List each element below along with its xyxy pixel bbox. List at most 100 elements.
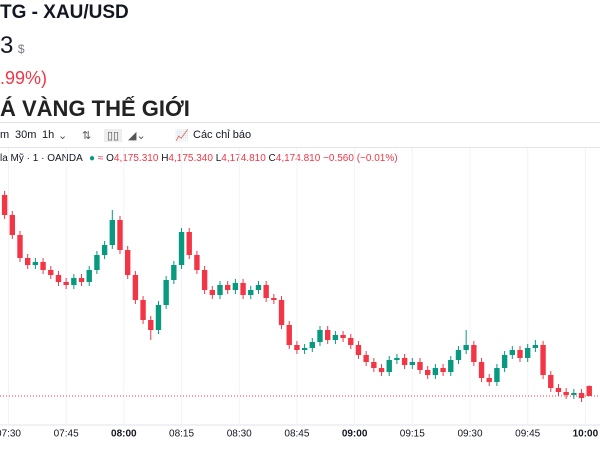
change: .99%)	[0, 68, 48, 88]
candle-body	[432, 368, 439, 375]
candle-body	[9, 215, 15, 235]
compare-icon[interactable]: ⇅	[82, 130, 92, 142]
o-label: O	[106, 153, 114, 164]
candle-body	[217, 285, 223, 295]
candle-body	[163, 280, 169, 305]
l-value: 4,174.810	[221, 153, 266, 164]
c-label: C	[268, 153, 276, 164]
l-label: L	[215, 153, 222, 164]
candle-body	[132, 275, 139, 300]
candle-body	[486, 378, 492, 382]
interval-button[interactable]: 30m	[15, 129, 37, 141]
symbol: TG - XAU/USD	[0, 2, 129, 23]
section-title: Á VÀNG THẾ GIỚI	[0, 96, 190, 121]
dropdown-icon[interactable]: ⌄	[58, 130, 68, 142]
candle-body	[101, 245, 108, 255]
candle-body	[355, 345, 362, 355]
h-label: H	[161, 153, 169, 164]
candle-body	[378, 368, 385, 372]
toolbar: m 30m 1h ⌄ ⇅ ▯▯ ◢⌄ 📈 Các chỉ báo	[0, 122, 600, 148]
candle-body	[348, 338, 354, 345]
x-tick-label: 09:30	[457, 429, 482, 440]
interval-button[interactable]: 1h	[42, 129, 55, 141]
candle-body	[278, 300, 285, 325]
area-icon[interactable]: ◢⌄	[128, 130, 146, 142]
x-tick-label: 08:30	[227, 429, 252, 440]
candle-body	[463, 345, 469, 350]
x-tick-label: 08:45	[284, 429, 309, 440]
candle-body	[448, 360, 454, 372]
candle-body	[209, 290, 215, 295]
x-tick-label: 10:00	[573, 429, 599, 440]
candle-body	[48, 270, 54, 275]
candle-body	[494, 368, 500, 382]
candle-body	[455, 350, 462, 360]
candle-body	[263, 285, 269, 298]
candle-body	[94, 255, 100, 270]
candle-body	[478, 362, 485, 378]
source: la Mỹ · 1 · OANDA	[0, 153, 83, 164]
candle-body	[232, 283, 239, 290]
candle-body	[178, 232, 185, 265]
candle-body	[371, 362, 377, 368]
x-tick-label: 09:00	[342, 429, 368, 440]
candle-body	[32, 262, 39, 265]
indicator-icon[interactable]: 📈	[175, 130, 189, 142]
candle-body	[117, 220, 123, 250]
currency: $	[17, 42, 25, 56]
x-tick-label: 09:15	[400, 429, 425, 440]
price: 3	[0, 32, 14, 59]
candle-body	[294, 345, 300, 350]
candle-body	[417, 362, 423, 370]
candle-body	[109, 220, 115, 245]
candle-body	[401, 358, 408, 365]
candle-body	[471, 345, 477, 362]
status-dot: ●	[89, 153, 96, 164]
candle-body	[201, 270, 208, 290]
candle-body	[140, 300, 146, 320]
candle-body	[548, 375, 554, 388]
legend-change: −0.560 (−0.01%)	[323, 153, 398, 164]
candle-body	[501, 355, 508, 368]
candle-body	[440, 368, 446, 372]
legend-row: la Mỹ · 1 · OANDA ● ≈ O4,175.310 H4,175.…	[0, 153, 398, 164]
h-value: 4,175.340	[168, 153, 213, 164]
candle-body	[425, 370, 431, 375]
candle-body	[240, 283, 246, 295]
candle-body	[286, 325, 292, 345]
candle-body	[525, 348, 531, 358]
candle-body	[340, 335, 346, 338]
candle-body	[248, 290, 254, 295]
candle-body	[563, 392, 569, 395]
o-value: 4,175.310	[113, 153, 159, 164]
candle-body	[86, 270, 92, 282]
interval-button[interactable]: m	[0, 129, 10, 141]
c-value: 4,174.810	[275, 153, 321, 164]
candle-body	[517, 350, 523, 358]
candle-body	[194, 255, 200, 270]
candle-icon[interactable]: ▯▯	[104, 129, 123, 142]
candle-body	[332, 335, 339, 340]
candle-body	[578, 393, 585, 398]
candle-body	[317, 330, 323, 342]
indicators-button[interactable]: Các chỉ báo	[193, 129, 252, 141]
candle-body	[25, 258, 31, 265]
x-tick-label: 07:45	[54, 429, 79, 440]
candle-body	[301, 348, 308, 350]
candle-body	[17, 235, 23, 258]
candle-body	[255, 285, 262, 290]
wave-icon: ≈	[95, 153, 107, 164]
candle-body	[571, 393, 577, 395]
candle-body	[71, 278, 77, 285]
candle-body	[155, 305, 162, 330]
x-tick-label: 08:00	[111, 429, 137, 440]
candle-body	[409, 362, 415, 365]
candle-body	[171, 265, 177, 280]
x-tick-label: 07:30	[0, 429, 21, 440]
candle-body	[271, 298, 277, 300]
candle-body	[394, 358, 400, 360]
candle-body	[586, 386, 592, 396]
candle-body	[386, 360, 392, 372]
